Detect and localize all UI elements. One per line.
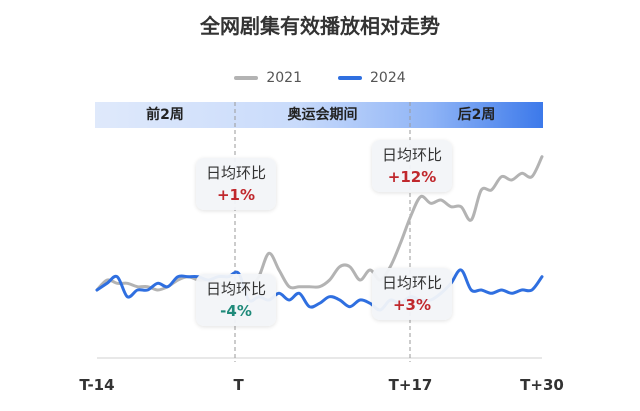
callout-label: 日均环比 bbox=[382, 274, 443, 292]
chart-title: 全网剧集有效播放相对走势 bbox=[200, 14, 440, 38]
x-tick-label: T+17 bbox=[388, 376, 433, 394]
callout-2024-olympics: 日均环比 -4% bbox=[196, 274, 277, 326]
legend-swatch-2021 bbox=[234, 76, 259, 80]
callout-value: +1% bbox=[216, 186, 256, 204]
callout-value: -4% bbox=[220, 302, 252, 320]
x-tick-label: T-14 bbox=[79, 376, 115, 394]
callout-2021-olympics: 日均环比 +1% bbox=[196, 158, 277, 210]
x-tick-label: T bbox=[233, 376, 244, 394]
phase-bar: 前2周 奥运会期间 后2周 bbox=[95, 102, 543, 128]
series-line-2021 bbox=[95, 155, 544, 292]
legend-swatch-2024 bbox=[338, 76, 362, 80]
callout-label: 日均环比 bbox=[206, 164, 267, 182]
chart-legend: 2021 2024 bbox=[0, 70, 640, 86]
legend-item-2024: 2024 bbox=[338, 70, 406, 86]
callout-label: 日均环比 bbox=[206, 280, 267, 298]
callout-2021-post: 日均环比 +12% bbox=[372, 140, 453, 192]
callout-label: 日均环比 bbox=[382, 146, 443, 164]
legend-label-2024: 2024 bbox=[370, 70, 406, 86]
callout-2024-post: 日均环比 +3% bbox=[372, 268, 453, 320]
legend-label-2021: 2021 bbox=[266, 70, 302, 86]
phase-label-pre: 前2周 bbox=[146, 107, 184, 123]
callout-value: +3% bbox=[392, 296, 432, 314]
phase-label-olympics: 奥运会期间 bbox=[287, 107, 358, 123]
legend-item-2021: 2021 bbox=[234, 70, 302, 86]
x-tick-label: T+30 bbox=[520, 376, 564, 394]
phase-label-post: 后2周 bbox=[457, 107, 496, 123]
callout-value: +12% bbox=[387, 168, 437, 186]
series-line-2024 bbox=[95, 268, 544, 312]
